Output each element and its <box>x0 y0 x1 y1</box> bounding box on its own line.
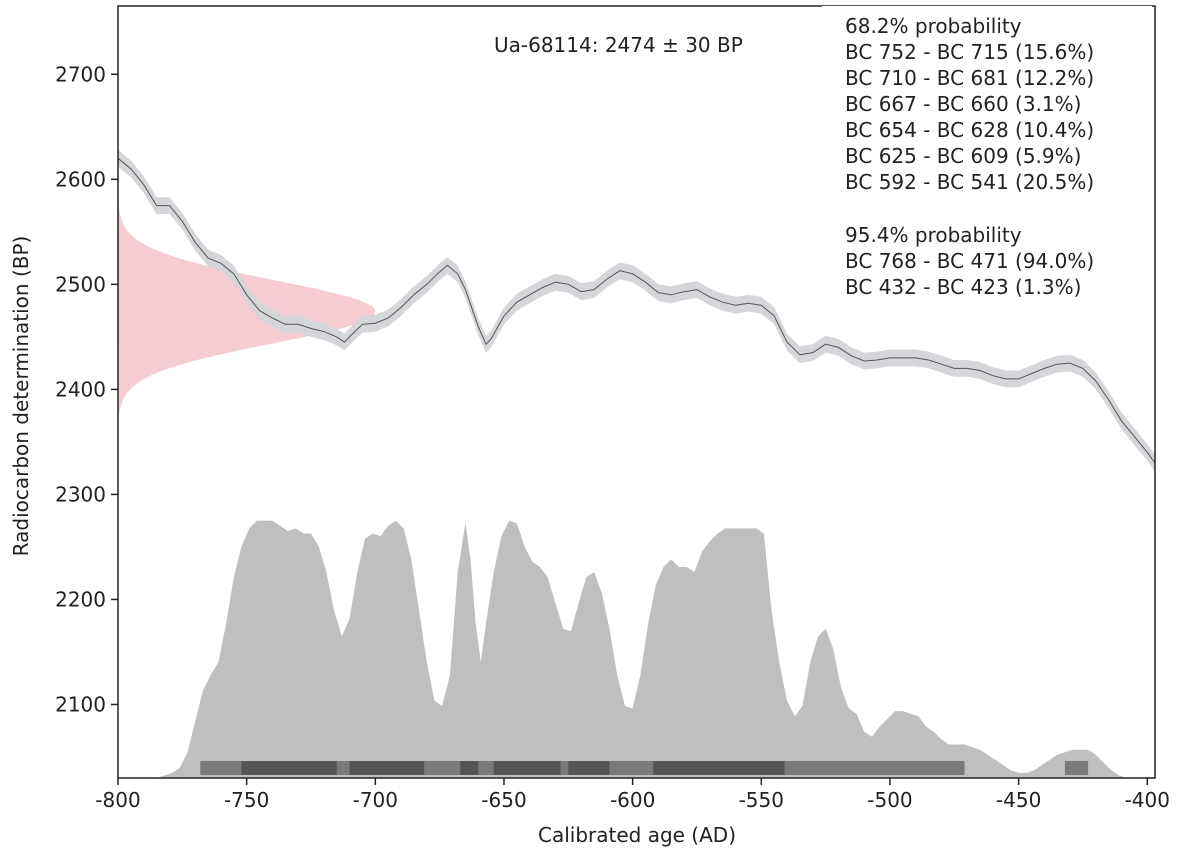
range-bar-68 <box>493 761 561 775</box>
plot-area <box>117 149 1156 778</box>
x-tick-label: -750 <box>224 788 269 812</box>
y-axis-ticks: 2100 2200 2300 2400 2500 2600 2700 <box>55 62 118 716</box>
x-tick-label: -800 <box>95 788 140 812</box>
range-bar-68 <box>349 761 425 775</box>
range-68-heading: 68.2% probability <box>845 14 1022 38</box>
y-tick-label: 2100 <box>55 692 106 716</box>
plot-frame <box>117 5 1156 779</box>
y-tick-label: 2600 <box>55 167 106 191</box>
y-tick-label: 2200 <box>55 587 106 611</box>
y-tick-label: 2400 <box>55 377 106 401</box>
y-tick-label: 2700 <box>55 62 106 86</box>
x-tick-label: -650 <box>481 788 526 812</box>
range-95-line: BC 768 - BC 471 (94.0%) <box>845 249 1094 273</box>
measurement-distribution <box>118 204 376 419</box>
range-bar-95 <box>1064 761 1089 775</box>
measurement-area <box>118 204 376 419</box>
range-annotation: 68.2% probability BC 752 - BC 715 (15.6%… <box>845 14 1094 299</box>
x-tick-label: -400 <box>1125 788 1170 812</box>
sample-label: Ua-68114: 2474 ± 30 BP <box>494 33 743 57</box>
x-tick-label: -500 <box>867 788 912 812</box>
y-tick-label: 2500 <box>55 272 106 296</box>
calibration-curve <box>117 149 1156 472</box>
range-68-line: BC 625 - BC 609 (5.9%) <box>845 144 1081 168</box>
posterior-distribution <box>148 520 1135 778</box>
range-bars <box>200 761 1089 775</box>
x-tick-label: -600 <box>610 788 655 812</box>
range-95-heading: 95.4% probability <box>845 223 1022 247</box>
range-95-line: BC 432 - BC 423 (1.3%) <box>845 275 1081 299</box>
range-68-line: BC 654 - BC 628 (10.4%) <box>845 118 1094 142</box>
range-bar-68 <box>653 761 785 775</box>
range-bar-68 <box>460 761 479 775</box>
y-axis-label: Radiocarbon determination (BP) <box>9 236 33 557</box>
range-68-line: BC 710 - BC 681 (12.2%) <box>845 66 1094 90</box>
curve-line <box>117 157 1156 464</box>
x-axis-ticks: -800 -750 -700 -650 -600 -550 -500 -450 -400 <box>95 778 1170 812</box>
range-68-line: BC 752 - BC 715 (15.6%) <box>845 40 1094 64</box>
x-tick-label: -450 <box>996 788 1041 812</box>
range-bar-68 <box>568 761 610 775</box>
x-axis-label: Calibrated age (AD) <box>538 823 736 847</box>
annotation-background <box>822 6 1152 300</box>
range-bar-68 <box>241 761 337 775</box>
range-68-line: BC 592 - BC 541 (20.5%) <box>845 170 1094 194</box>
posterior-area <box>148 520 1135 778</box>
x-tick-label: -700 <box>353 788 398 812</box>
x-tick-label: -550 <box>739 788 784 812</box>
range-68-line: BC 667 - BC 660 (3.1%) <box>845 92 1081 116</box>
y-tick-label: 2300 <box>55 482 106 506</box>
